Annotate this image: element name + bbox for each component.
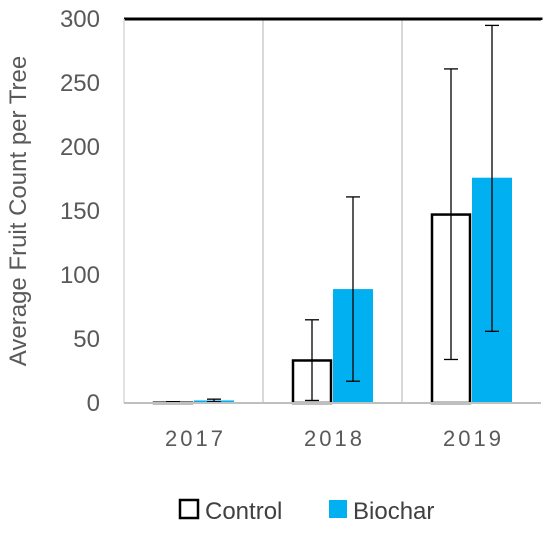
legend: Control Biochar [178, 498, 434, 525]
y-tick-label: 100 [60, 262, 100, 289]
y-axis-ticks: 0 50 100 150 200 250 300 [60, 6, 100, 417]
bars [152, 177, 512, 405]
x-axis-labels: 2017 2018 2019 [165, 426, 504, 451]
y-tick-label: 0 [87, 390, 100, 417]
x-tick-label: 2017 [165, 426, 226, 451]
x-tick-label: 2018 [304, 426, 365, 451]
y-tick-label: 150 [60, 198, 100, 225]
error-bar-control-2018 [305, 319, 319, 402]
plot-frame [123, 17, 543, 404]
error-bar-biochar-2017 [207, 398, 221, 403]
y-tick-label: 250 [60, 70, 100, 97]
error-bar-biochar-2018 [346, 196, 360, 382]
legend-item-control: Control [178, 498, 282, 525]
legend-label: Biochar [353, 498, 434, 525]
error-bar-biochar-2019 [485, 24, 499, 332]
y-tick-label: 200 [60, 134, 100, 161]
legend-label: Control [205, 498, 282, 525]
legend-swatch [329, 500, 347, 518]
y-tick-label: 50 [73, 326, 100, 353]
error-bars [166, 24, 499, 403]
error-bar-control-2019 [444, 68, 458, 361]
legend-swatch [178, 498, 200, 520]
category-separators [262, 19, 403, 403]
y-axis-title: Average Fruit Count per Tree [5, 56, 32, 366]
x-tick-label: 2019 [443, 426, 504, 451]
legend-item-biochar: Biochar [329, 498, 434, 525]
y-tick-label: 300 [60, 6, 100, 33]
